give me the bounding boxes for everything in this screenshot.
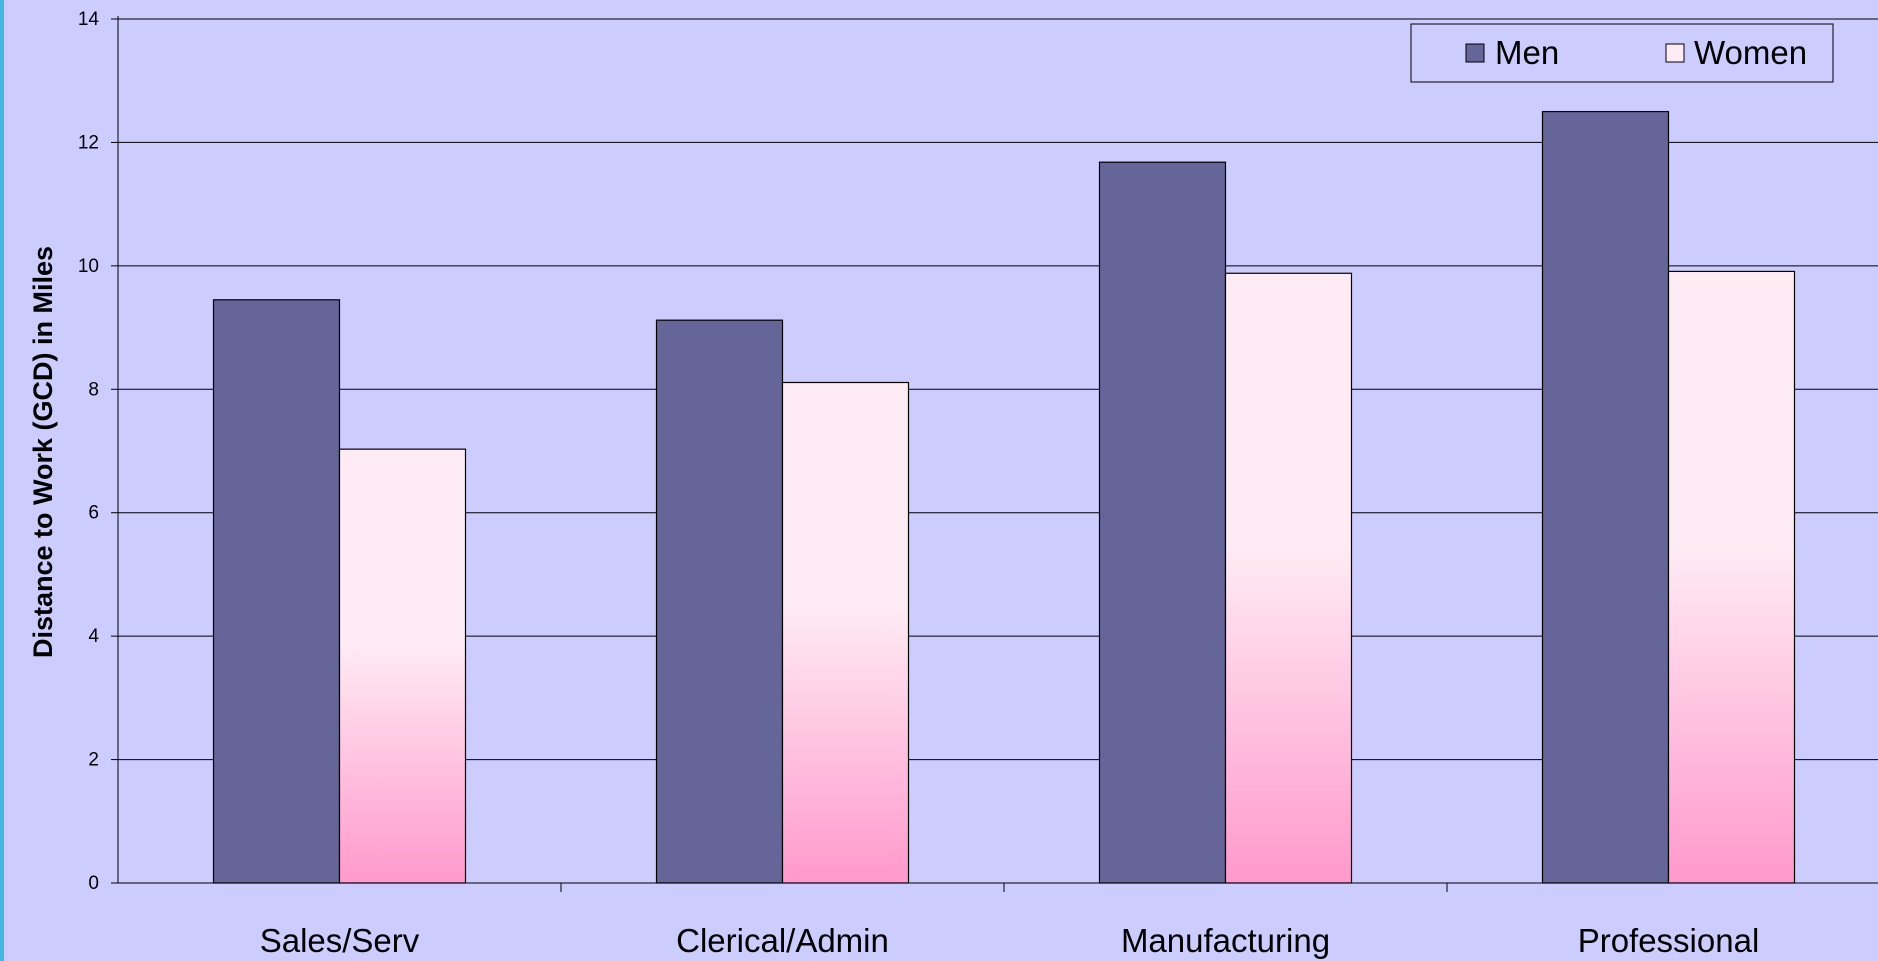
x-tick-label: Manufacturing	[1121, 922, 1330, 959]
y-axis-label: Distance to Work (GCD) in Miles	[28, 246, 58, 658]
bar-men-4	[1541, 110, 1670, 884]
y-tick-label: 0	[88, 873, 99, 894]
y-tick-label: 2	[88, 750, 99, 771]
legend-box	[1410, 23, 1834, 83]
bar-women-4	[1667, 270, 1796, 884]
legend: Men Women	[1410, 23, 1834, 83]
bars	[212, 110, 1796, 884]
bar-women-2	[781, 381, 910, 884]
x-tick-label: Professional	[1578, 922, 1760, 959]
legend-swatch-women	[1665, 43, 1685, 63]
y-tick-label: 10	[78, 256, 99, 277]
legend-label-men: Men	[1495, 34, 1559, 71]
legend-label-women: Women	[1694, 34, 1807, 71]
bar-men-2	[655, 319, 784, 884]
bar-women-1	[338, 448, 467, 884]
axes: 0 2 4 6 8 10 12 14 Sales/Serv Clerical/Admin Manuf…	[78, 9, 1878, 959]
bar-men-1	[212, 299, 341, 884]
y-tick-label: 12	[78, 132, 99, 153]
legend-swatch-men	[1465, 43, 1485, 63]
y-tick-label: 6	[88, 503, 99, 524]
y-tick-label: 8	[88, 379, 99, 400]
y-tick-label: 4	[88, 626, 99, 647]
y-tick-label: 14	[78, 9, 100, 30]
bar-men-3	[1098, 161, 1227, 884]
x-tick-label: Clerical/Admin	[676, 922, 889, 959]
x-tick-label: Sales/Serv	[260, 922, 420, 959]
left-edge-strip	[0, 0, 4, 961]
bar-women-3	[1224, 272, 1353, 884]
